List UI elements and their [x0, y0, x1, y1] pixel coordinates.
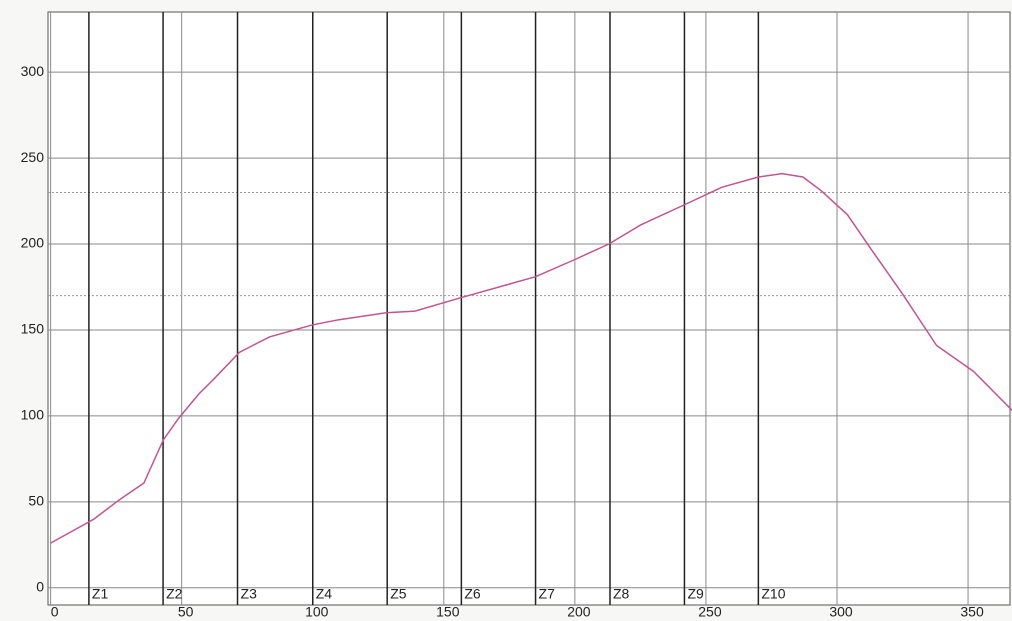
x-tick-label: 50 — [178, 604, 194, 620]
x-tick-label: 350 — [960, 604, 984, 620]
chart: 0 50 100 150 200 250 300 0 50 100 150 200 250 300 350 Z… — [0, 0, 1012, 621]
zone-label: Z8 — [613, 586, 630, 602]
zone-label: Z5 — [390, 586, 407, 602]
y-tick-label: 100 — [21, 407, 45, 423]
y-tick-label: 50 — [28, 493, 44, 509]
x-tick-label: 100 — [305, 604, 329, 620]
plot-area — [48, 12, 1010, 605]
zone-label: Z10 — [761, 586, 785, 602]
x-tick-label: 150 — [436, 604, 460, 620]
zone-label: Z1 — [92, 586, 109, 602]
y-tick-label: 300 — [21, 63, 45, 79]
y-tick-label: 0 — [36, 579, 44, 595]
y-tick-label: 200 — [21, 235, 45, 251]
zone-label: Z3 — [241, 586, 258, 602]
zone-label: Z6 — [464, 586, 481, 602]
x-tick-label: 250 — [698, 604, 722, 620]
y-tick-label: 150 — [21, 321, 45, 337]
x-tick-label: 0 — [51, 604, 59, 620]
x-tick-label: 200 — [567, 604, 591, 620]
zone-label: Z2 — [166, 586, 183, 602]
zone-label: Z7 — [539, 586, 556, 602]
zone-label: Z9 — [687, 586, 704, 602]
zone-label: Z4 — [316, 586, 333, 602]
x-tick-label: 300 — [829, 604, 853, 620]
y-tick-label: 250 — [21, 149, 45, 165]
page: {"chart_data": { "type": "line", "x": [0… — [0, 0, 1012, 621]
